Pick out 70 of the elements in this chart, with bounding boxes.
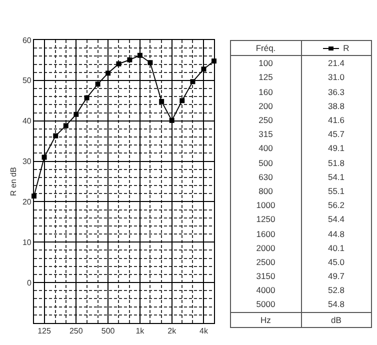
point — [106, 70, 111, 76]
point — [84, 95, 90, 100]
x-tick-label: 1k — [136, 326, 146, 336]
x-tick-label: 250 — [69, 326, 84, 336]
category-label: 200 — [230, 98, 301, 113]
y-axis-title: R en dB — [9, 167, 18, 196]
category-label: 2000 — [230, 240, 301, 255]
category-label: 400 — [230, 141, 301, 156]
data-label: 38.8 — [326, 100, 346, 113]
point — [201, 66, 206, 72]
data-label: 45.0 — [326, 256, 346, 269]
x-tick-label: 2k — [168, 326, 178, 336]
category-label: 1000 — [230, 198, 301, 212]
y-tick-label: 50 — [22, 76, 32, 86]
x-tick-label: 4k — [200, 326, 209, 336]
x-tick-label: 500 — [101, 326, 116, 336]
point — [159, 98, 164, 104]
category-label: 800 — [230, 184, 301, 198]
y-tick-label: 10 — [22, 238, 32, 247]
data-label: 54.8 — [326, 298, 346, 312]
category-label: 2500 — [230, 254, 301, 269]
data-label: 49.7 — [326, 270, 346, 284]
category-label: 630 — [230, 170, 301, 184]
x-tick-label: 125 — [38, 326, 52, 336]
point — [127, 57, 132, 62]
point — [116, 61, 122, 66]
point — [190, 79, 196, 84]
category-label: 1600 — [230, 226, 301, 241]
text: Fréq. — [230, 40, 301, 56]
category-label: 315 — [230, 127, 301, 142]
data-label: 31.0 — [326, 71, 346, 84]
data-label: 56.2 — [326, 199, 346, 212]
y-tick-label: 30 — [22, 157, 32, 166]
category-label: 125 — [230, 70, 301, 85]
point — [74, 112, 79, 117]
data-label: 21.4 — [326, 57, 346, 70]
point — [137, 52, 142, 58]
category-label: 1250 — [230, 212, 301, 226]
category-label: 500 — [230, 156, 301, 170]
data-label: 55.1 — [326, 184, 346, 198]
text: dB — [301, 312, 372, 328]
point — [180, 98, 185, 104]
data-label: 54.4 — [326, 213, 346, 226]
y-tick-label: 0 — [26, 278, 32, 288]
category-label: 4000 — [230, 283, 301, 298]
point — [169, 118, 174, 123]
data-label: 52.8 — [326, 284, 346, 298]
data-label: 45.7 — [326, 128, 346, 142]
category-label: 3150 — [230, 269, 301, 284]
legend-label: R — [343, 43, 350, 54]
data-label: 49.1 — [326, 142, 346, 156]
data-label: 36.3 — [326, 86, 346, 99]
point — [95, 82, 100, 87]
point — [148, 60, 153, 66]
point — [42, 154, 47, 160]
category-label: 250 — [230, 112, 301, 128]
data-label: 54.1 — [326, 170, 346, 184]
point — [53, 133, 58, 138]
y-tick-label: 20 — [22, 198, 32, 207]
category-label: 160 — [230, 84, 301, 99]
text: Hz — [230, 312, 301, 328]
y-tick-label: 40 — [22, 116, 32, 126]
category-label: 100 — [230, 56, 301, 70]
category-label: 5000 — [230, 297, 301, 312]
data-label: 44.8 — [326, 228, 346, 241]
y-tick-label: 60 — [22, 36, 32, 45]
data-label: 40.1 — [326, 242, 346, 255]
data-label: 51.8 — [326, 156, 346, 170]
data-label: 41.6 — [326, 114, 346, 128]
point — [63, 123, 68, 128]
